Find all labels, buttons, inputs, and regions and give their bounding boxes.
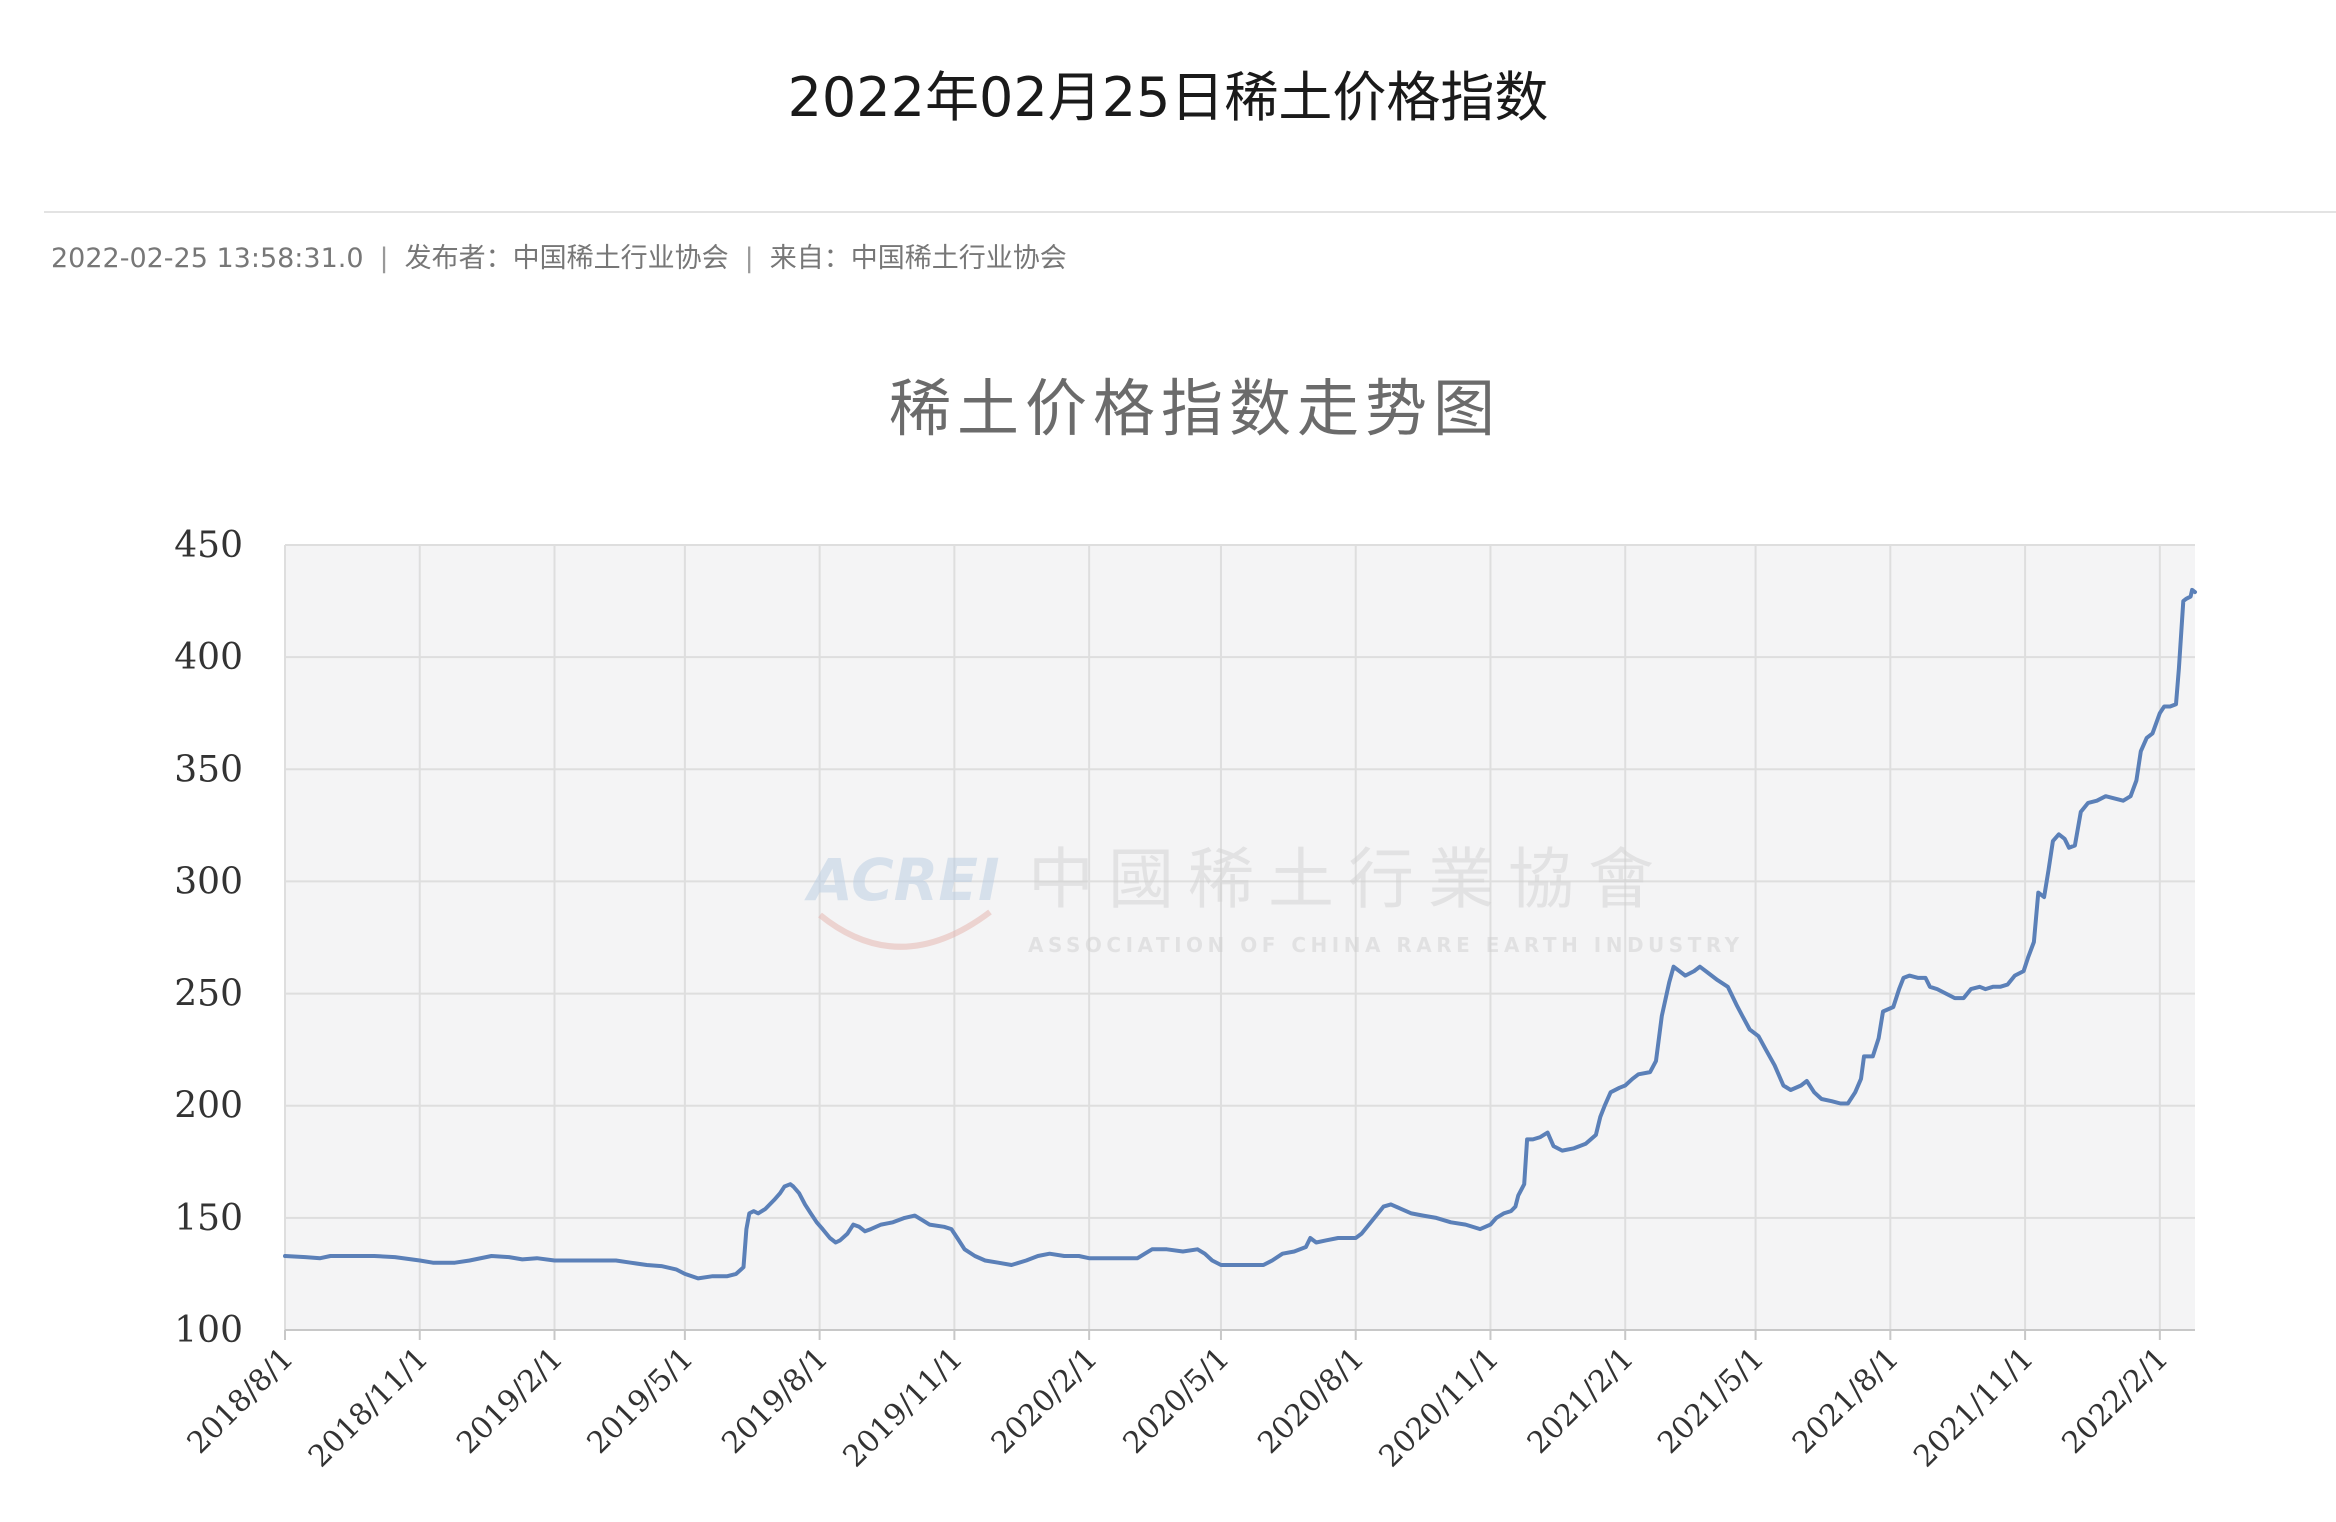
x-tick-label: 2021/8/1 bbox=[1786, 1341, 1906, 1461]
y-gridlines bbox=[285, 544, 2195, 1219]
y-tick-label: 250 bbox=[174, 974, 243, 1015]
y-tick-label: 150 bbox=[174, 1198, 243, 1239]
x-tick-label: 2021/11/1 bbox=[1907, 1341, 2041, 1475]
x-tick-label: 2020/5/1 bbox=[1117, 1341, 1237, 1461]
publisher: 发布者：中国稀土行业协会 bbox=[404, 243, 729, 274]
price-index-chart: 稀土价格指数走势图 ACREI 中國稀土行業協會 ASSOCIATION OF … bbox=[174, 372, 2197, 1475]
watermark: ACREI 中國稀土行業協會 ASSOCIATION OF CHINA RARE… bbox=[804, 841, 1744, 957]
watermark-name-en: ASSOCIATION OF CHINA RARE EARTH INDUSTRY bbox=[1028, 933, 1744, 957]
watermark-logo-text: ACREI bbox=[804, 846, 1000, 914]
source: 来自：中国稀土行业协会 bbox=[769, 243, 1067, 274]
x-tick-label: 2019/5/1 bbox=[580, 1341, 700, 1461]
x-tick-label: 2022/2/1 bbox=[2055, 1341, 2175, 1461]
x-tick-label: 2020/2/1 bbox=[985, 1341, 1105, 1461]
y-tick-label: 400 bbox=[174, 637, 243, 678]
y-tick-label: 300 bbox=[174, 861, 243, 902]
y-tick-label: 450 bbox=[174, 525, 243, 566]
y-tick-label: 100 bbox=[174, 1310, 243, 1351]
publish-timestamp: 2022-02-25 13:58:31.0 bbox=[51, 243, 364, 274]
chart-title: 稀土价格指数走势图 bbox=[889, 372, 1501, 445]
x-axis-labels: 2018/8/1 2018/11/1 2019/2/1 2019/5/1 2019/8/… bbox=[181, 1341, 2176, 1475]
series-line bbox=[283, 587, 2197, 1281]
meta-separator: | bbox=[744, 243, 754, 274]
x-tick-label: 2020/8/1 bbox=[1251, 1341, 1371, 1461]
x-tick-label: 2019/11/1 bbox=[837, 1341, 971, 1475]
x-tick-label: 2019/8/1 bbox=[715, 1341, 835, 1461]
x-tick-label: 2019/2/1 bbox=[450, 1341, 570, 1461]
y-tick-label: 200 bbox=[174, 1086, 243, 1127]
page-title: 2022年02月25日稀土价格指数 bbox=[787, 66, 1549, 129]
x-tick-label: 2020/11/1 bbox=[1373, 1341, 1507, 1475]
y-axis-labels: 100 150 200 250 300 350 400 450 bbox=[174, 525, 243, 1351]
watermark-name-cn: 中國稀土行業協會 bbox=[1028, 841, 1668, 918]
x-tick-label: 2018/8/1 bbox=[181, 1341, 301, 1461]
x-gridlines bbox=[284, 545, 2161, 1340]
x-tick-label: 2018/11/1 bbox=[302, 1341, 436, 1475]
title-divider bbox=[44, 211, 2336, 213]
watermark-swoosh bbox=[818, 909, 992, 950]
meta-separator: | bbox=[379, 243, 389, 274]
plot-area bbox=[285, 545, 2195, 1330]
x-tick-label: 2021/2/1 bbox=[1521, 1341, 1641, 1461]
article-meta: 2022-02-25 13:58:31.0 | 发布者：中国稀土行业协会 | 来自：中国… bbox=[51, 236, 1067, 275]
x-tick-label: 2021/5/1 bbox=[1651, 1341, 1771, 1461]
y-tick-label: 350 bbox=[174, 749, 243, 790]
